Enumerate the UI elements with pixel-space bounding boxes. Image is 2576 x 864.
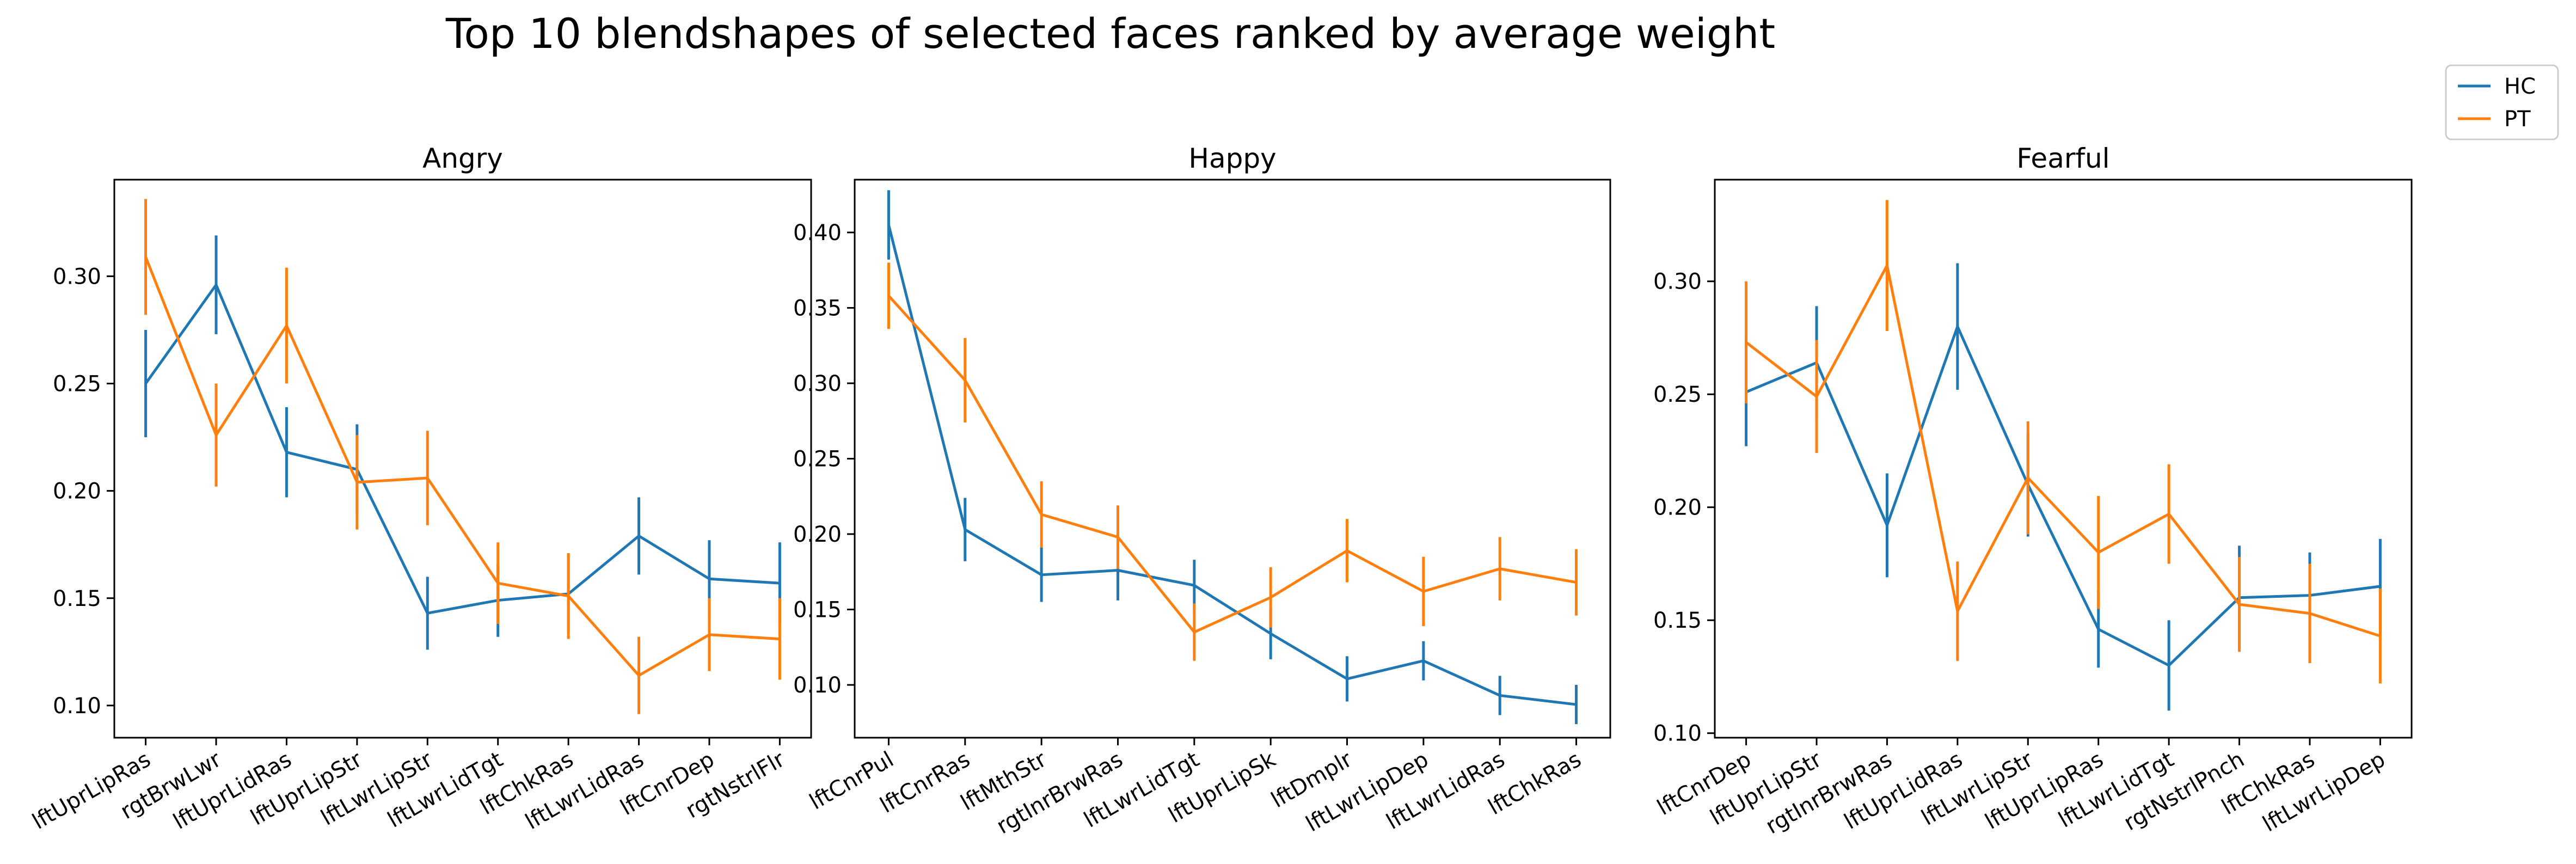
panel-angry: Angry0.100.150.200.250.30lftUprLipRasrgt… (28, 143, 812, 835)
y-tick-label: 0.25 (793, 447, 842, 472)
series-line-pt (1745, 264, 2381, 638)
y-tick-label: 0.25 (53, 372, 101, 397)
y-tick-label: 0.10 (1653, 721, 1702, 746)
series-hc-happy (887, 190, 1578, 725)
y-tick-label: 0.30 (53, 264, 101, 289)
series-line-hc (144, 283, 780, 615)
panel-title-happy: Happy (1188, 143, 1276, 174)
series-hc-angry (144, 235, 781, 650)
y-tick-label: 0.40 (793, 220, 842, 246)
y-tick-label: 0.20 (1653, 495, 1702, 520)
panel-title-angry: Angry (422, 143, 503, 174)
figure-title: Top 10 blendshapes of selected faces ran… (445, 9, 1775, 58)
legend-frame (2445, 64, 2559, 140)
panel-happy: Happy0.100.150.200.250.300.350.40lftCnrP… (793, 143, 1611, 839)
series-line-pt (887, 295, 1577, 634)
y-tick-label: 0.15 (793, 598, 842, 623)
series-pt-angry (144, 199, 781, 714)
series-line-pt (144, 256, 780, 677)
y-tick-label: 0.15 (1653, 608, 1702, 633)
series-line-hc (1745, 325, 2381, 667)
y-tick-label: 0.25 (1653, 382, 1702, 407)
panel-title-fearful: Fearful (2016, 143, 2109, 174)
y-tick-label: 0.30 (1653, 269, 1702, 295)
y-tick-label: 0.35 (793, 296, 842, 321)
series-pt-fearful (1745, 200, 2382, 684)
y-tick-label: 0.20 (793, 522, 842, 547)
y-tick-label: 0.20 (53, 479, 101, 504)
legend: HC PT (2445, 64, 2559, 140)
axes-frame (113, 179, 812, 739)
chart-panels: Angry0.100.150.200.250.30lftUprLipRasrgt… (28, 143, 2413, 839)
y-tick-label: 0.15 (53, 586, 101, 611)
legend-pt-label: PT (2504, 107, 2531, 132)
axes-frame (1714, 179, 2413, 739)
x-tick-label: rgtInrBrwRas (992, 747, 1127, 839)
axes-frame (854, 179, 1611, 739)
series-line-hc (887, 224, 1577, 706)
y-tick-label: 0.10 (53, 694, 101, 719)
y-tick-label: 0.10 (793, 673, 842, 698)
legend-hc-label: HC (2504, 74, 2536, 99)
panel-fearful: Fearful0.100.150.200.250.30lftCnrDeplftU… (1653, 143, 2413, 839)
series-pt-happy (887, 262, 1578, 661)
series-hc-fearful (1745, 263, 2382, 711)
y-tick-label: 0.30 (793, 371, 842, 396)
